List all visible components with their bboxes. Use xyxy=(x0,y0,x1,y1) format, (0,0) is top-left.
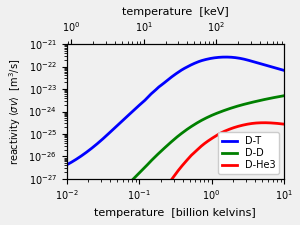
D-D xyxy=(234,105,238,108)
D-He3 xyxy=(153,184,156,187)
D-T xyxy=(153,90,156,92)
Y-axis label: reactivity $\langle \sigma v \rangle$  [m$^3$/s]: reactivity $\langle \sigma v \rangle$ [m… xyxy=(7,58,23,165)
D-D xyxy=(153,156,156,159)
D-T xyxy=(87,149,91,152)
D-D xyxy=(87,184,91,187)
D-D xyxy=(282,94,286,97)
Line: D-T: D-T xyxy=(67,57,284,165)
D-He3 xyxy=(160,184,164,187)
X-axis label: temperature  [billion kelvins]: temperature [billion kelvins] xyxy=(94,208,256,218)
D-D xyxy=(238,104,242,107)
D-D xyxy=(160,149,164,151)
D-He3 xyxy=(234,126,238,128)
X-axis label: temperature  [keV]: temperature [keV] xyxy=(122,7,229,17)
D-He3 xyxy=(87,184,91,187)
D-D xyxy=(214,112,218,115)
D-He3 xyxy=(214,135,218,137)
D-T xyxy=(65,164,68,166)
D-He3 xyxy=(282,123,286,126)
D-D xyxy=(65,184,68,187)
Line: D-D: D-D xyxy=(67,96,284,186)
Legend: D-T, D-D, D-He3: D-T, D-D, D-He3 xyxy=(218,133,279,174)
D-T xyxy=(224,56,227,58)
Line: D-He3: D-He3 xyxy=(67,123,284,186)
D-T xyxy=(238,57,242,60)
D-He3 xyxy=(262,121,266,124)
D-T xyxy=(235,56,238,59)
D-He3 xyxy=(238,124,242,127)
D-T xyxy=(160,83,164,86)
D-T xyxy=(282,69,286,72)
D-He3 xyxy=(65,184,68,187)
D-T xyxy=(214,56,218,59)
